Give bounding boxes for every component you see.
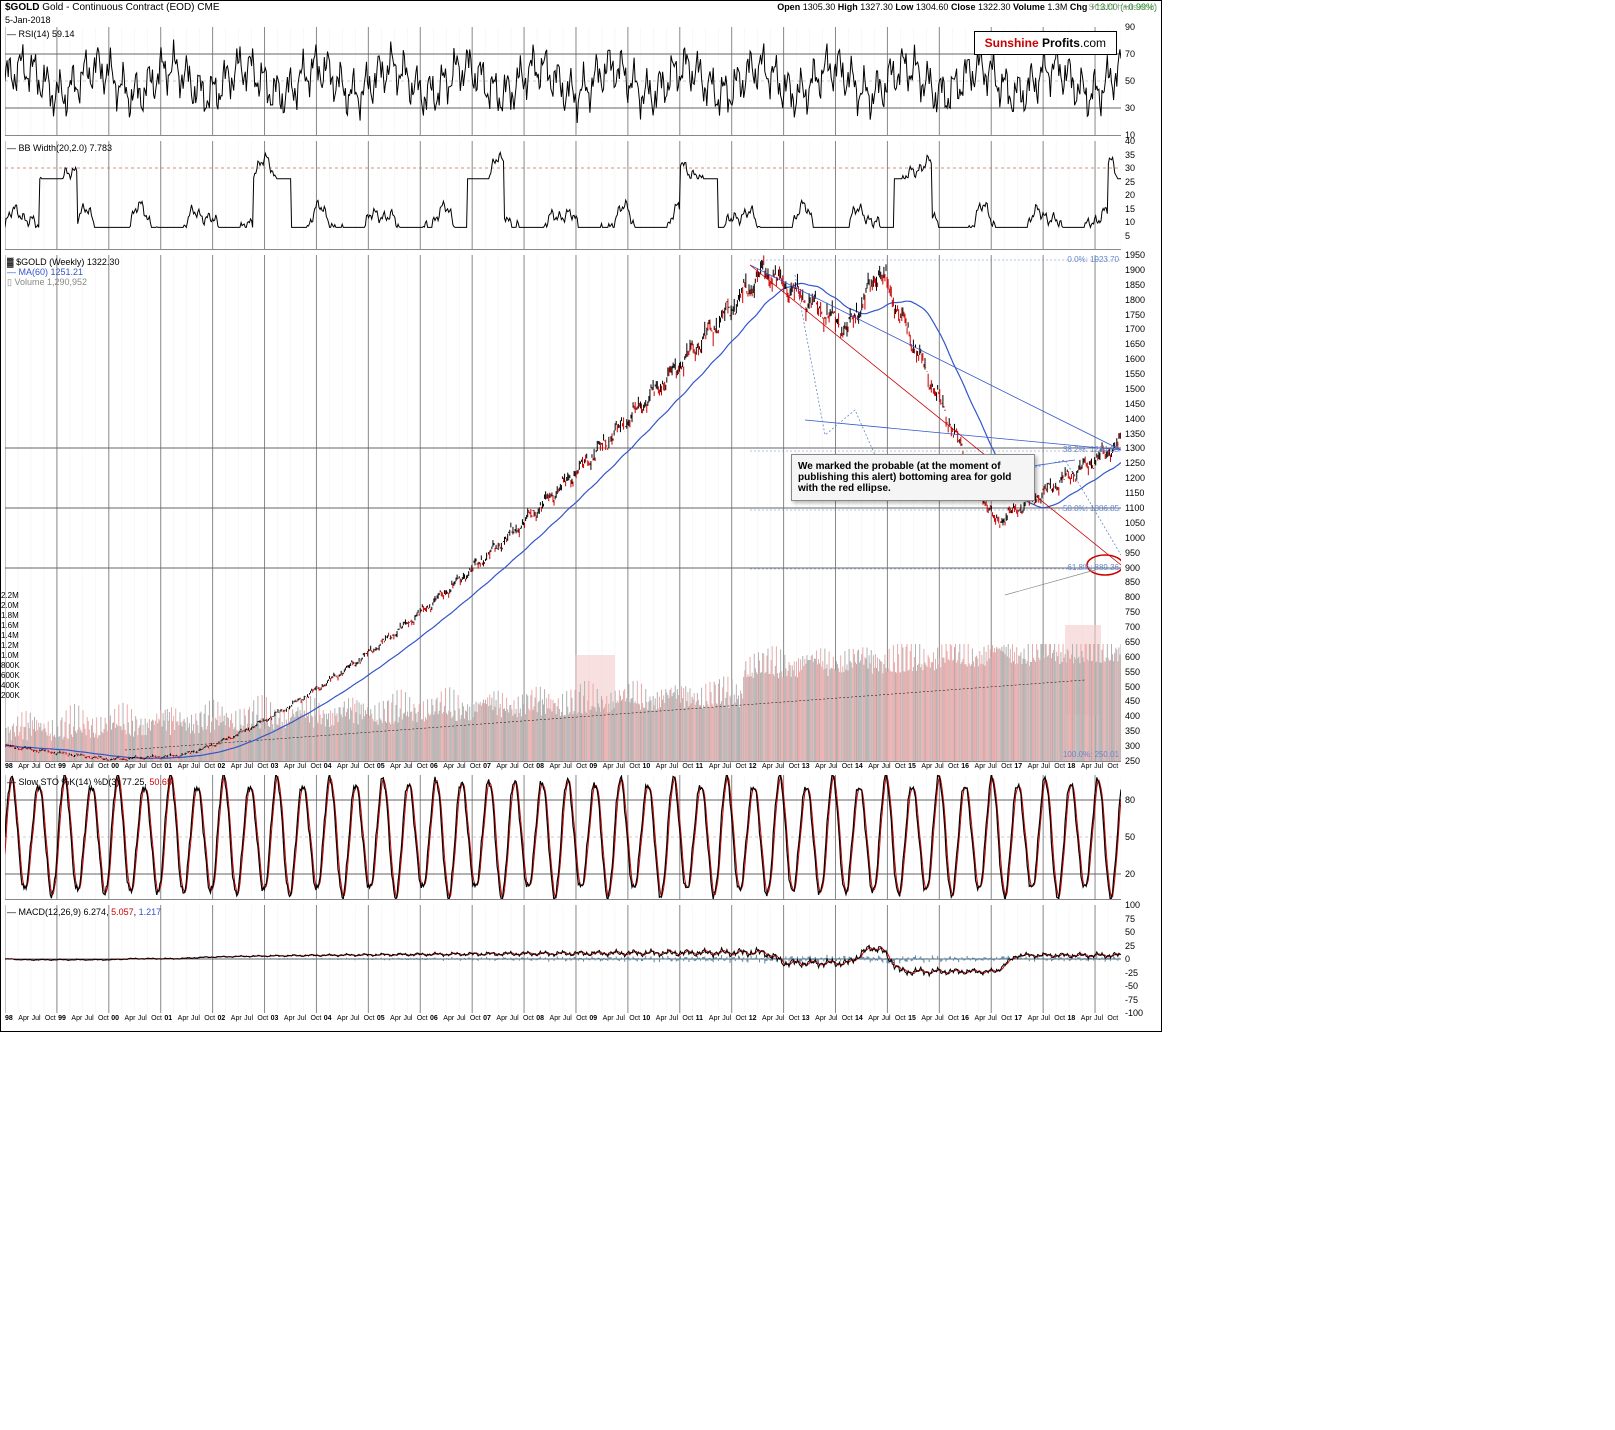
x-axis-mid: 98AprJulOct99AprJulOct00AprJulOct01AprJu… xyxy=(5,763,1121,775)
bbwidth-panel: — BB Width(20,2.0) 7.783 40 35 30 25 20 … xyxy=(5,141,1121,250)
source-label: StockCharts.com xyxy=(1088,2,1157,12)
fib-61: 61.8%: 889.36 xyxy=(1067,563,1119,572)
bbwidth-svg xyxy=(5,141,1121,249)
rsi-panel: — RSI(14) 59.14 90 70 50 30 10 xyxy=(5,27,1121,136)
price-yaxis: 2503003504004505005506006507007508008509… xyxy=(1123,255,1159,761)
stoch-svg xyxy=(5,775,1121,899)
rsi-yaxis: 90 70 50 30 10 xyxy=(1123,27,1159,135)
rsi-svg xyxy=(5,27,1121,135)
macd-yaxis: 100 75 50 25 0 -25 -50 -75 -100 xyxy=(1123,905,1159,1013)
bbwidth-yaxis: 40 35 30 25 20 15 10 5 xyxy=(1123,141,1159,249)
stoch-panel: — Slow STO %K(14) %D(3) 77.25, 50.65 80 … xyxy=(5,775,1121,900)
bbwidth-label: — BB Width(20,2.0) 7.783 xyxy=(7,143,112,153)
fib-38: 38.2%: 1284.35 xyxy=(1063,445,1119,454)
header-left: $GOLD Gold - Continuous Contract (EOD) C… xyxy=(5,2,220,16)
symbol: $GOLD xyxy=(5,2,39,13)
price-panel: ▓ $GOLD (Weekly) 1322.30 — MA(60) 1251.2… xyxy=(5,255,1121,762)
stock-chart: $GOLD Gold - Continuous Contract (EOD) C… xyxy=(0,0,1162,1032)
date-label: 5-Jan-2018 xyxy=(5,15,51,25)
price-svg xyxy=(5,255,1121,761)
chart-header: $GOLD Gold - Continuous Contract (EOD) C… xyxy=(5,2,1157,16)
volume-yaxis: 2.2M2.0M1.8M1.6M1.4M1.2M1.0M800K600K400K… xyxy=(1,591,20,701)
macd-svg xyxy=(5,905,1121,1013)
x-axis-bottom: 98AprJulOct99AprJulOct00AprJulOct01AprJu… xyxy=(5,1015,1121,1027)
symbol-desc: Gold - Continuous Contract (EOD) CME xyxy=(42,2,219,13)
watermark: Sunshine Profits.com xyxy=(974,31,1117,55)
stoch-yaxis: 80 50 20 xyxy=(1123,775,1159,899)
macd-label: — MACD(12,26,9) 6.274, 5.057, 1.217 xyxy=(7,907,161,917)
annotation: We marked the probable (at the moment of… xyxy=(791,454,1035,501)
price-labels: ▓ $GOLD (Weekly) 1322.30 — MA(60) 1251.2… xyxy=(7,257,119,288)
fib-0: 0.0%: 1923.70 xyxy=(1067,255,1119,264)
rsi-label: — RSI(14) 59.14 xyxy=(7,29,75,39)
fib-50: 50.0%: 1086.85 xyxy=(1063,504,1119,513)
fib-100: 100.0%: 250.01 xyxy=(1063,750,1119,759)
macd-panel: — MACD(12,26,9) 6.274, 5.057, 1.217 100 … xyxy=(5,905,1121,1013)
stoch-label: — Slow STO %K(14) %D(3) 77.25, 50.65 xyxy=(7,777,172,787)
